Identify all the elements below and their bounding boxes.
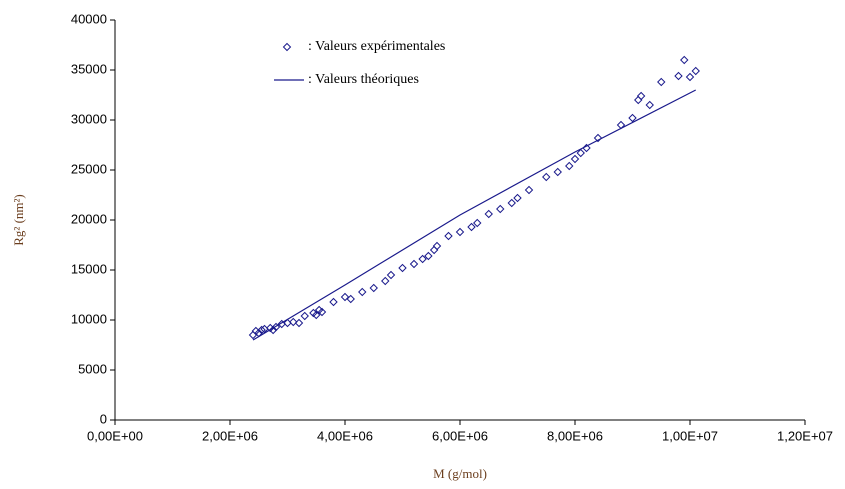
data-point — [289, 317, 298, 327]
x-tick-label: 6,00E+06 — [432, 428, 488, 443]
data-point — [553, 167, 562, 177]
data-point — [329, 297, 338, 307]
data-point — [657, 77, 666, 87]
data-point — [429, 245, 439, 255]
y-tick-label: 35000 — [71, 61, 107, 76]
data-point — [386, 270, 396, 280]
data-point — [398, 263, 407, 273]
data-point — [369, 283, 378, 293]
y-tick-label: 40000 — [71, 11, 107, 26]
data-point — [257, 325, 266, 335]
y-tick-label: 0 — [100, 411, 107, 426]
data-point — [473, 218, 482, 228]
y-tick-label: 30000 — [71, 111, 107, 126]
data-point — [312, 310, 321, 320]
data-point — [424, 251, 433, 261]
data-point — [685, 72, 695, 82]
x-tick-label: 4,00E+06 — [317, 428, 373, 443]
data-point — [524, 185, 534, 195]
legend-label: : Valeurs théoriques — [308, 72, 419, 87]
x-axis-title: M (g/mol) — [433, 466, 487, 481]
data-point — [346, 294, 355, 304]
y-tick-label: 5000 — [78, 361, 107, 376]
data-point — [565, 161, 574, 171]
data-point — [691, 66, 700, 76]
y-tick-label: 20000 — [71, 211, 107, 226]
data-point — [444, 231, 453, 241]
data-point — [680, 55, 689, 65]
data-point — [634, 95, 643, 105]
y-tick-label: 25000 — [71, 161, 107, 176]
legend-marker — [282, 42, 292, 52]
data-point — [294, 318, 304, 328]
y-axis-title: Rg² (nm²) — [11, 194, 26, 246]
x-tick-label: 8,00E+06 — [547, 428, 603, 443]
data-point — [645, 100, 654, 110]
data-point — [513, 193, 522, 203]
data-point — [628, 113, 637, 123]
data-point — [418, 254, 427, 264]
data-point — [570, 154, 580, 164]
data-point — [507, 198, 516, 208]
data-point — [484, 209, 493, 219]
data-point — [358, 287, 367, 297]
data-point — [340, 292, 350, 302]
y-tick-label: 15000 — [71, 261, 107, 276]
x-tick-label: 1,20E+07 — [777, 428, 833, 443]
data-point — [300, 311, 309, 321]
data-point — [271, 322, 281, 332]
data-point — [317, 307, 327, 317]
data-point — [381, 276, 390, 286]
data-point — [496, 204, 505, 214]
data-point — [409, 259, 419, 269]
x-tick-label: 2,00E+06 — [202, 428, 258, 443]
data-point — [576, 148, 585, 158]
data-point — [636, 91, 646, 101]
data-point — [542, 172, 551, 182]
data-point — [467, 222, 476, 232]
data-point — [455, 227, 465, 237]
y-tick-label: 10000 — [71, 311, 107, 326]
data-point — [593, 133, 603, 143]
legend-label: : Valeurs expérimentales — [308, 39, 445, 54]
data-point — [674, 71, 683, 81]
theory-line — [252, 89, 697, 341]
x-tick-label: 1,00E+07 — [662, 428, 718, 443]
x-tick-label: 0,00E+00 — [87, 428, 143, 443]
data-point — [432, 241, 442, 251]
